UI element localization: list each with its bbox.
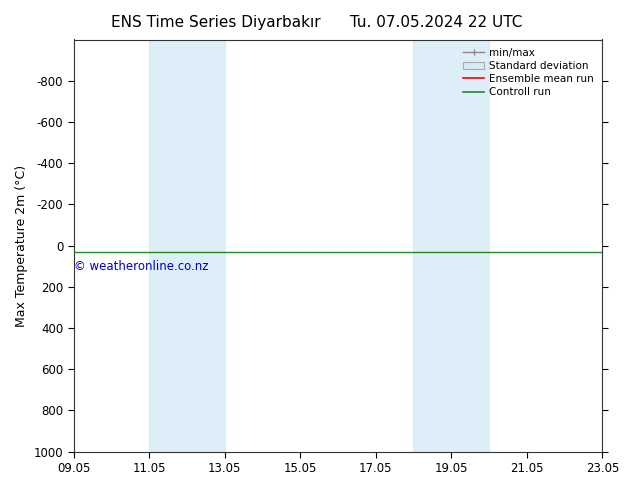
Y-axis label: Max Temperature 2m (°C): Max Temperature 2m (°C) bbox=[15, 165, 28, 327]
Bar bbox=[187, 40, 224, 452]
Bar bbox=[149, 40, 187, 452]
Text: © weatheronline.co.nz: © weatheronline.co.nz bbox=[74, 260, 209, 273]
Bar bbox=[413, 40, 451, 452]
Text: ENS Time Series Diyarbakır      Tu. 07.05.2024 22 UTC: ENS Time Series Diyarbakır Tu. 07.05.202… bbox=[112, 15, 522, 30]
Bar bbox=[451, 40, 489, 452]
Legend: min/max, Standard deviation, Ensemble mean run, Controll run: min/max, Standard deviation, Ensemble me… bbox=[460, 45, 597, 100]
